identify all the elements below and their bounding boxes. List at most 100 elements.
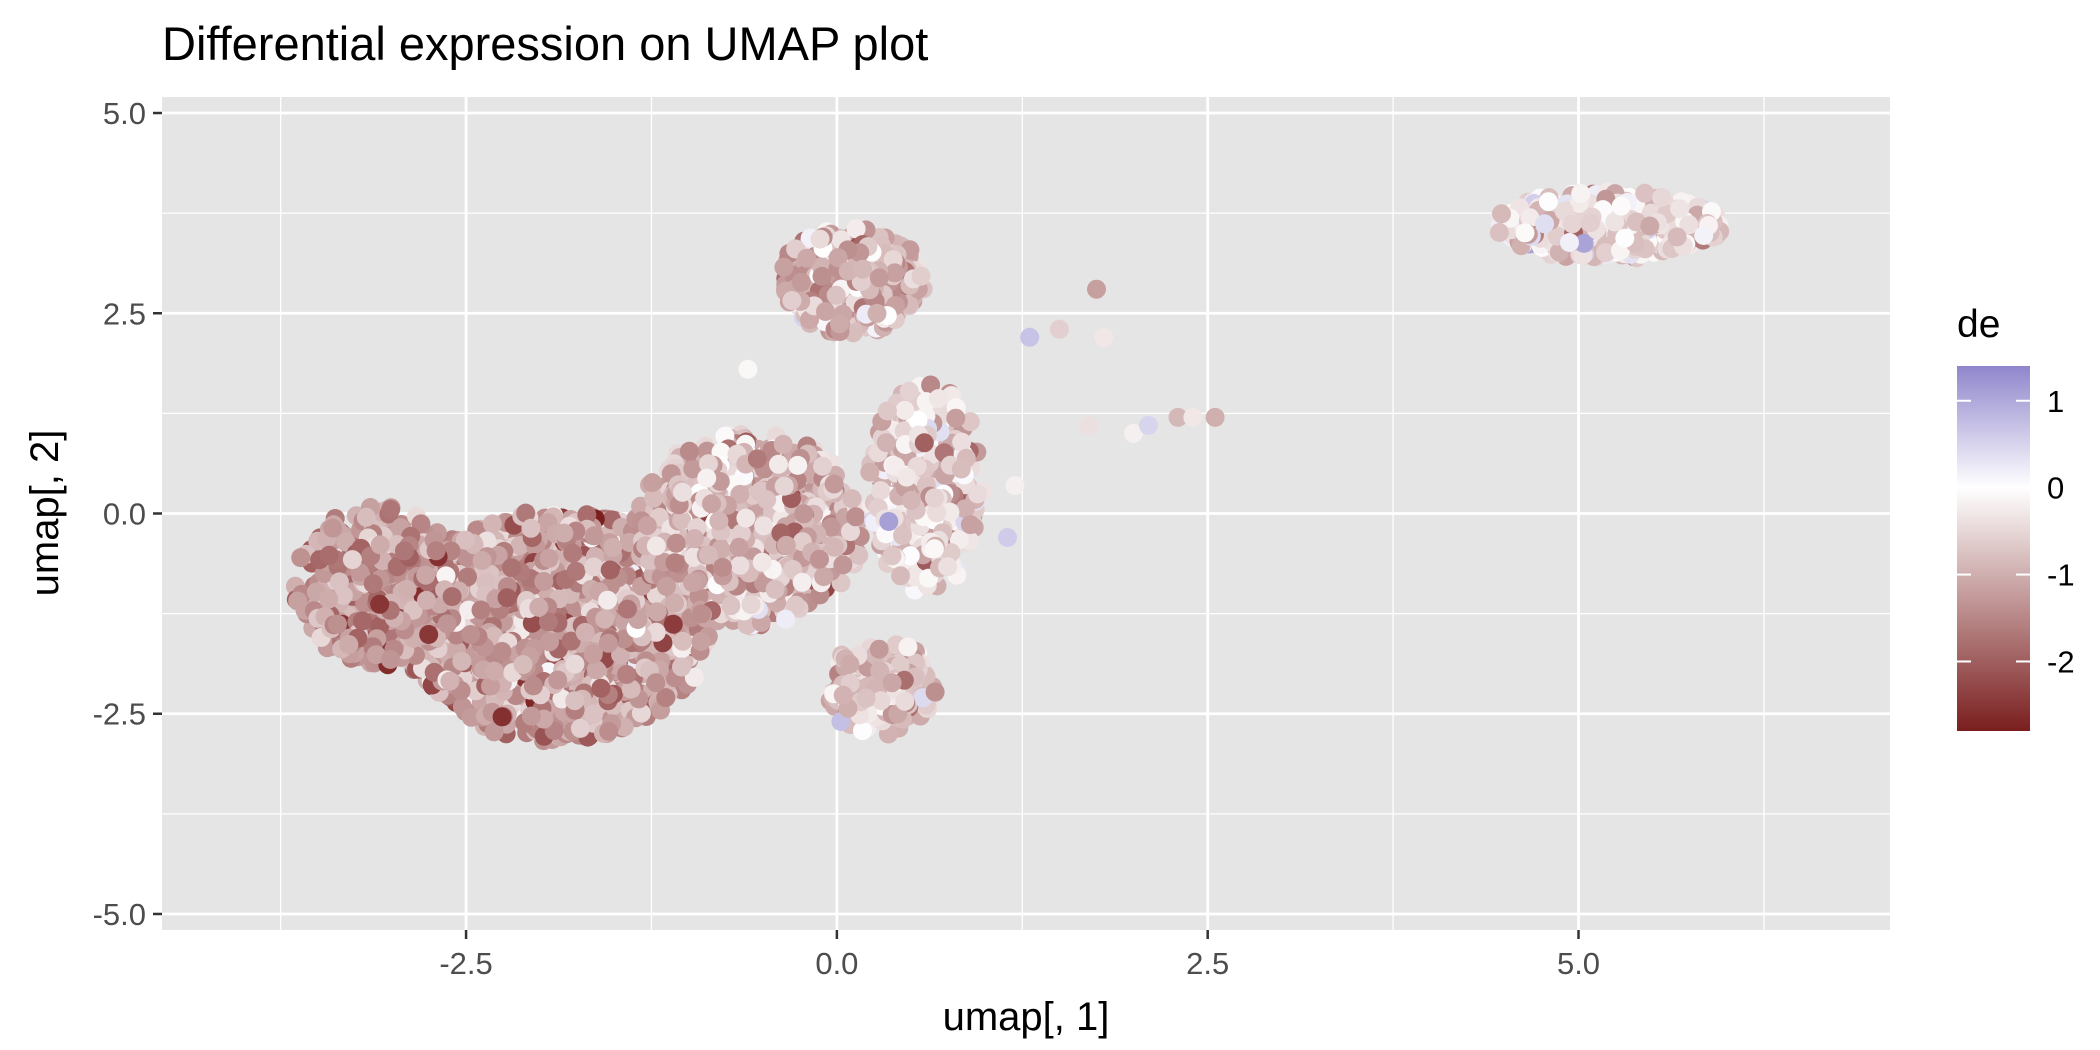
data-point	[523, 676, 543, 696]
data-point	[603, 537, 623, 557]
data-point	[584, 557, 604, 577]
data-point	[570, 718, 590, 738]
data-point	[871, 481, 891, 501]
data-point	[697, 468, 717, 488]
chart-title: Differential expression on UMAP plot	[162, 17, 928, 70]
data-point	[788, 455, 808, 475]
data-point	[291, 548, 311, 568]
data-point	[599, 721, 619, 741]
data-point	[774, 257, 794, 277]
data-point	[842, 489, 862, 509]
data-point	[637, 516, 657, 536]
data-point	[482, 514, 502, 534]
data-point	[946, 408, 966, 428]
data-point	[565, 691, 585, 711]
data-point	[529, 597, 549, 617]
data-point	[611, 645, 631, 665]
data-point	[924, 488, 944, 508]
data-point	[586, 660, 606, 680]
data-point	[882, 673, 902, 693]
data-point	[521, 518, 541, 538]
data-point	[899, 381, 919, 401]
data-point	[876, 433, 896, 453]
data-point	[914, 433, 934, 453]
data-point	[513, 655, 533, 675]
data-point	[363, 574, 383, 594]
data-point	[565, 654, 585, 674]
data-point	[685, 529, 704, 549]
data-point	[397, 580, 417, 600]
data-point	[938, 557, 958, 577]
data-point	[673, 631, 693, 651]
data-point	[419, 625, 439, 644]
data-point	[319, 589, 339, 609]
data-point	[455, 530, 475, 550]
data-point	[484, 722, 504, 742]
data-point	[598, 633, 618, 653]
data-point	[853, 721, 872, 741]
data-point	[853, 259, 873, 279]
data-point	[754, 516, 774, 536]
data-point	[691, 632, 711, 651]
data-point	[575, 622, 595, 642]
data-point	[646, 536, 666, 556]
data-point	[893, 525, 912, 545]
data-point	[741, 595, 761, 615]
data-point	[342, 550, 362, 570]
data-point	[481, 676, 500, 696]
data-point	[394, 541, 414, 561]
data-point	[769, 454, 788, 474]
data-point	[877, 401, 897, 421]
data-point	[563, 543, 583, 563]
data-point	[813, 456, 832, 476]
data-point	[684, 667, 704, 687]
data-point	[856, 688, 876, 708]
data-point	[319, 545, 339, 565]
data-point	[352, 611, 372, 631]
data-point	[522, 613, 542, 633]
data-point	[656, 576, 676, 596]
data-point	[867, 303, 887, 323]
data-point	[672, 657, 691, 677]
data-point	[288, 591, 308, 611]
data-point	[683, 573, 703, 593]
data-point	[646, 673, 666, 693]
data-point	[521, 706, 541, 726]
data-point	[381, 500, 401, 519]
data-point	[752, 552, 772, 572]
data-point	[538, 612, 558, 632]
data-point	[968, 484, 988, 504]
data-point	[516, 503, 536, 523]
data-point	[540, 632, 559, 652]
data-point	[642, 473, 662, 493]
data-point	[458, 567, 477, 587]
data-point	[497, 588, 517, 608]
data-point	[647, 602, 667, 622]
data-point	[824, 474, 844, 494]
data-point	[782, 291, 802, 310]
data-point	[960, 515, 980, 535]
data-point	[370, 535, 390, 555]
data-point	[329, 572, 349, 592]
data-point	[665, 593, 684, 613]
data-point	[591, 678, 611, 698]
data-point	[833, 685, 853, 705]
data-point	[656, 688, 676, 708]
data-point	[826, 285, 846, 305]
data-point	[426, 541, 446, 561]
data-point	[702, 494, 721, 514]
data-point	[673, 482, 692, 502]
data-point	[584, 526, 604, 546]
data-points	[285, 182, 1730, 751]
data-point	[492, 642, 512, 661]
data-point	[812, 266, 832, 286]
data-point	[584, 704, 604, 724]
data-point	[840, 654, 860, 674]
data-point	[437, 614, 457, 634]
data-point	[502, 558, 521, 578]
data-point	[895, 400, 915, 420]
data-point	[600, 560, 620, 580]
data-point	[757, 490, 777, 510]
data-point	[621, 679, 641, 699]
